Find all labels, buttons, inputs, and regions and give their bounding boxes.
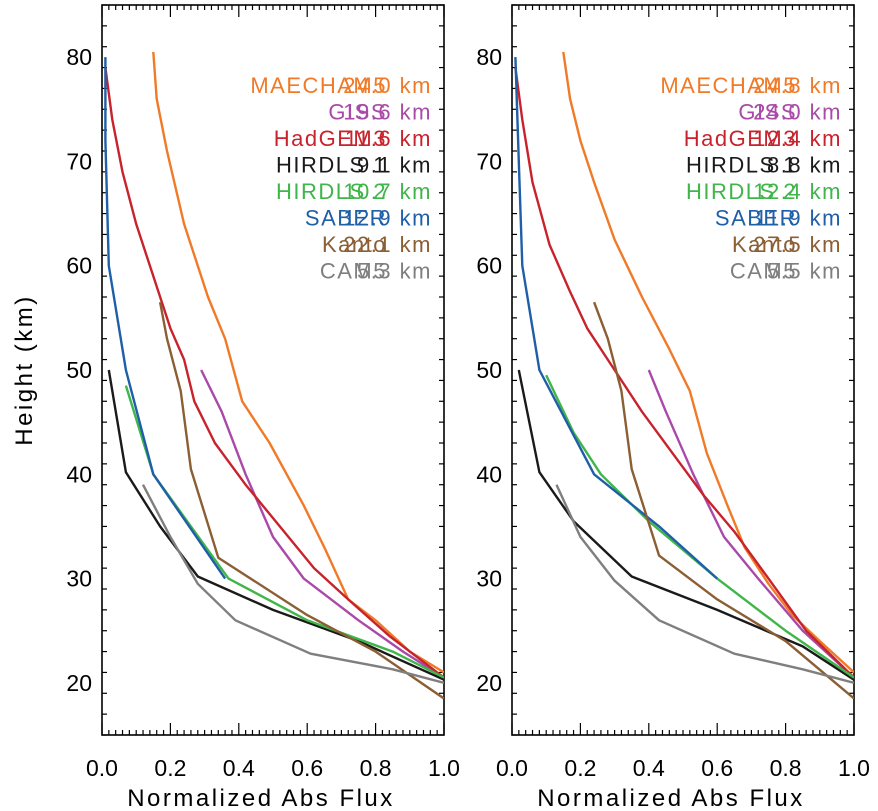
x-axis-title: Normalized Abs Flux: [127, 785, 395, 811]
y-tick-label: 40: [66, 461, 92, 487]
x-tick-label: 0.8: [770, 755, 802, 781]
x-tick-label: 0.4: [633, 755, 665, 781]
y-tick-label: 20: [476, 670, 502, 696]
y-tick-label: 30: [476, 566, 502, 592]
legend-entry-value: 12.4 km: [753, 179, 842, 204]
x-tick-label: 0.4: [223, 755, 255, 781]
legend-entry-value: 5.5 km: [767, 259, 842, 284]
legend-entry-value: 22.1 km: [343, 232, 432, 257]
legend-entry-name: Kanto: [732, 232, 797, 257]
y-tick-label: 60: [66, 253, 92, 279]
legend-entry-name: HIRDLS 2: [686, 179, 797, 204]
y-tick-label: 80: [476, 44, 502, 70]
legend-entry-value: 9.1 km: [357, 153, 432, 178]
y-tick-label: 20: [66, 670, 92, 696]
legend-entry-name: CAM5: [730, 259, 797, 284]
legend-entry-value: 12.9 km: [343, 206, 432, 231]
series-line-maecham5: [152, 51, 444, 674]
series-line-giss: [647, 369, 854, 679]
x-tick-label: 0.0: [496, 755, 528, 781]
legend-entry-name: SABER: [305, 206, 387, 231]
series-line-saber: [514, 57, 719, 580]
legend-entry-name: SABER: [715, 206, 797, 231]
y-axis-title: Height (km): [11, 294, 38, 446]
series-group: [514, 51, 854, 700]
legend-entry-value: 8.8 km: [767, 153, 842, 178]
y-tick-label: 50: [66, 357, 92, 383]
series-line-hadgem3: [104, 67, 444, 679]
series-line-hadgem3: [514, 67, 854, 679]
legend-entry-name: GISS: [328, 100, 387, 125]
y-tick-label: 70: [476, 148, 502, 174]
series-line-giss: [200, 369, 444, 679]
legend-entry-name: HadGEM3: [274, 126, 387, 151]
legend-entry-value: 27.5 km: [753, 232, 842, 257]
legend-entry-value: 12.4 km: [753, 126, 842, 151]
y-tick-label: 80: [66, 44, 92, 70]
y-tick-label: 50: [476, 357, 502, 383]
legend-entry-value: 24.0 km: [343, 73, 432, 98]
legend-entry-name: HIRDLS 2: [276, 179, 387, 204]
series-line-maecham5: [562, 51, 854, 674]
y-tick-label: 40: [476, 461, 502, 487]
legend-entry-name: HadGEM3: [684, 126, 797, 151]
legend-entry-name: MAECHAM5: [660, 73, 797, 98]
x-tick-label: 0.2: [154, 755, 186, 781]
series-line-kanto: [592, 301, 854, 700]
series-line-saber: [104, 57, 227, 580]
x-tick-label: 0.8: [360, 755, 392, 781]
legend-entry-name: HIRDLS 1: [276, 153, 387, 178]
x-tick-label: 0.6: [701, 755, 733, 781]
series-line-hirdls-1: [517, 369, 854, 681]
right-panel: 0.0 0.2 0.4 0.6 0.8 1.0 20 30 40 50 60 70 80 Normaliz…: [476, 4, 870, 811]
legend-entry-name: CAM5: [320, 259, 387, 284]
legend-entry-name: MAECHAM5: [250, 73, 387, 98]
legend-entry-name: Kanto: [322, 232, 387, 257]
x-tick-label: 0.2: [564, 755, 596, 781]
legend-entry-value: 10.7 km: [343, 179, 432, 204]
x-tick-label: 0.6: [291, 755, 323, 781]
series-line-cam5: [141, 484, 444, 685]
left-panel: 0.0 0.2 0.4 0.6 0.8 1.0 20 30 40 50 60 70 80 Normaliz…: [66, 4, 460, 811]
legend-entry-value: 11.6 km: [345, 126, 432, 151]
y-tick-label: 70: [66, 148, 92, 174]
y-tick-label: 30: [66, 566, 92, 592]
series-line-hirdls-1: [107, 369, 444, 681]
legend-entry-value: 24.0 km: [753, 100, 842, 125]
series-group: [104, 51, 444, 700]
x-tick-label: 1.0: [428, 755, 460, 781]
x-tick-label: 0.0: [86, 755, 118, 781]
legend-entry-name: GISS: [738, 100, 797, 125]
legend-entry-value: 24.8 km: [753, 73, 842, 98]
series-line-cam5: [555, 484, 854, 685]
legend-entry-name: HIRDLS 1: [686, 153, 797, 178]
legend-entry-value: 19.6 km: [343, 100, 432, 125]
legend-entry-value: 5.3 km: [357, 259, 432, 284]
legend-entry-value: 11.9 km: [755, 206, 842, 231]
series-line-kanto: [158, 301, 444, 700]
x-axis-title: Normalized Abs Flux: [537, 785, 805, 811]
y-tick-label: 60: [476, 253, 502, 279]
x-tick-label: 1.0: [838, 755, 870, 781]
